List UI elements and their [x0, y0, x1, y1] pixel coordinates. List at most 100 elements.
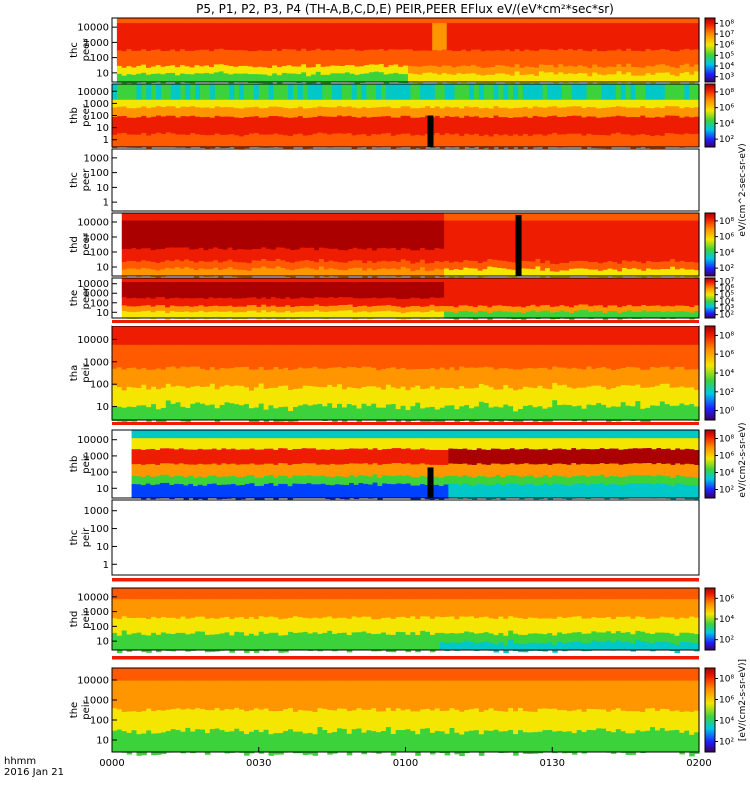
- colorbar-label: 10²: [719, 486, 734, 496]
- status-strip: [112, 581, 699, 585]
- colorbar-label: 10⁶: [719, 696, 734, 706]
- panel-tha-peir: 10000 1000 100 10 tha peir 10⁸ 10⁶ 10⁴ 10² 10⁰: [69, 325, 734, 427]
- y-tick-label: 10: [96, 637, 109, 648]
- x-tick-label: 0000: [99, 758, 124, 769]
- panel-label-top: thc: [69, 172, 80, 188]
- y-tick-label: 10: [96, 402, 109, 413]
- panel-thc-peer-empty: 1000 100 10 1 thc peer: [69, 148, 700, 212]
- colorbar-label: 10²: [719, 135, 734, 145]
- y-tick-label: 10000: [77, 23, 109, 34]
- heatmap-thd-peer: [121, 213, 700, 280]
- panel-label-top: thd: [69, 236, 80, 253]
- panel-frame: [111, 277, 700, 319]
- heatmap-thd-peir: [112, 588, 700, 654]
- status-strip: [112, 320, 699, 323]
- colorbar: [704, 325, 716, 421]
- colorbar-label: 10⁸: [719, 217, 734, 227]
- colorbar-label: 10⁴: [719, 248, 734, 258]
- colorbar-label: 10²: [719, 311, 734, 321]
- y-tick-label: 10: [96, 736, 109, 747]
- panel-label-bottom: peer: [81, 168, 92, 192]
- y-tick-label: 100: [90, 111, 109, 122]
- panel-thb-peir: 10000 1000 100 10 thb peir 10⁸ 10⁶ 10⁴ 10²: [69, 429, 734, 501]
- colorbar-unit-label: [eV/(cm2-s-sr-eV)]: [738, 659, 748, 741]
- panel-frame: [111, 148, 700, 212]
- y-tick-label: 100: [90, 622, 109, 633]
- y-tick-label: 100: [90, 524, 109, 535]
- heatmap-thb-peir: [131, 430, 700, 501]
- y-tick-label: 10000: [77, 279, 109, 290]
- x-tick-label: 0030: [246, 758, 271, 769]
- colorbar-label: 10⁴: [719, 119, 734, 129]
- y-tick-label: 100: [90, 468, 109, 479]
- heatmap-the-peir: [112, 668, 700, 757]
- x-axis-label-bottom: 2016 Jan 21: [4, 767, 64, 778]
- panel-thd-peir: 10000 1000 100 10 thd peir 10⁶ 10⁴ 10²: [69, 587, 734, 654]
- panel-label-bottom: peer: [81, 286, 92, 310]
- colorbar-label: 10²: [719, 388, 734, 398]
- y-tick-label: 1000: [84, 153, 109, 164]
- colorbar: [704, 17, 716, 83]
- panel-label-top: thc: [69, 530, 80, 546]
- panel-frame: [111, 587, 700, 651]
- panel-frame: [111, 17, 700, 83]
- y-tick-label: 1000: [84, 233, 109, 244]
- y-tick-label: 100: [90, 248, 109, 259]
- colorbar: [704, 83, 716, 148]
- colorbar-label: 10⁸: [719, 88, 734, 98]
- colorbar-label: 10⁵: [719, 51, 734, 61]
- colorbar-label: 10⁷: [719, 277, 734, 287]
- panel-label-top: thc: [69, 42, 80, 58]
- panel-label-top: thb: [69, 107, 80, 124]
- y-tick-label: 1000: [84, 357, 109, 368]
- colorbar-label: 10⁴: [719, 469, 734, 479]
- colorbar-label: 10³: [719, 73, 734, 83]
- y-tick-label: 1000: [84, 451, 109, 462]
- data-gap-mark: [427, 467, 434, 498]
- panel-label-top: thd: [69, 611, 80, 628]
- colorbar: [704, 667, 716, 753]
- colorbar-label: 10⁶: [719, 233, 734, 243]
- y-tick-label: 1000: [84, 506, 109, 517]
- y-tick-label: 1: [103, 135, 109, 146]
- colorbar: [704, 212, 716, 277]
- colorbar-label: 10⁰: [719, 407, 734, 417]
- y-tick-label: 10: [96, 183, 109, 194]
- colorbar-label: 10⁸: [719, 435, 734, 445]
- x-tick-label: 0200: [686, 758, 711, 769]
- colorbar-unit-label: eV/(cm^2-sec-sr-eV): [738, 143, 748, 236]
- y-tick-label: 10000: [77, 87, 109, 98]
- panel-frame: [111, 499, 700, 576]
- x-axis-label-top: hhmm: [4, 756, 36, 767]
- colorbar: [704, 277, 716, 319]
- y-tick-label: 10: [96, 308, 109, 319]
- y-tick-label: 10000: [77, 218, 109, 229]
- y-tick-label: 10: [96, 263, 109, 274]
- colorbar-label: 10³: [719, 304, 734, 314]
- data-gap-mark: [427, 115, 434, 147]
- colorbar-label: 10⁸: [719, 19, 734, 29]
- y-tick-label: 1000: [84, 289, 109, 300]
- panel-label-bottom: peir: [81, 527, 92, 547]
- y-tick-label: 1: [103, 198, 109, 209]
- y-tick-label: 100: [90, 53, 109, 64]
- y-tick-label: 100: [90, 380, 109, 391]
- x-tick-label: 0100: [393, 758, 418, 769]
- status-strip: [112, 659, 699, 663]
- heatmap-thc-peer: [116, 18, 700, 86]
- colorbar-label: 10²: [719, 738, 734, 748]
- heatmap-the-peer: [121, 278, 700, 321]
- y-tick-label: 10000: [77, 435, 109, 446]
- colorbar: [704, 587, 716, 651]
- status-strip: [112, 425, 699, 428]
- heatmap-thb-peer: [112, 84, 700, 150]
- colorbar-label: 10⁴: [719, 369, 734, 379]
- data-gap-mark: [515, 215, 522, 276]
- colorbar-label: 10⁶: [719, 104, 734, 114]
- colorbar-label: 10⁴: [719, 615, 734, 625]
- panel-thd-peer: 10000 1000 100 10 thd peer 10⁸ 10⁶ 10⁴ 10²: [69, 212, 734, 280]
- panel-label-bottom: peir: [81, 362, 92, 382]
- x-tick-label: 0130: [540, 758, 565, 769]
